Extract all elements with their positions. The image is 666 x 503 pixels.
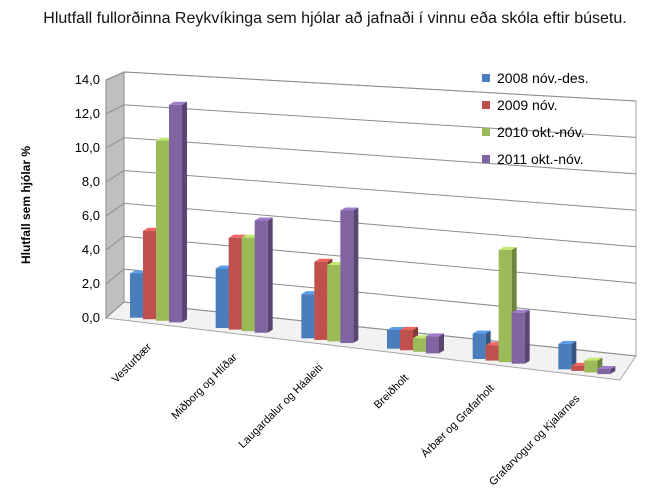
x-tick-label: Árbær og Grafarholt bbox=[418, 382, 496, 460]
legend-swatch bbox=[482, 73, 490, 82]
x-tick-label: Grafarvogur og Kjalarnes bbox=[487, 393, 583, 489]
legend-label: 2008 nóv.-des. bbox=[497, 69, 589, 86]
gridline bbox=[123, 170, 637, 211]
gridline bbox=[123, 235, 637, 284]
legend-item: 2008 nóv.-des. bbox=[482, 64, 632, 91]
gridline-side bbox=[105, 235, 125, 251]
gridline-side bbox=[105, 104, 125, 115]
gridline-side bbox=[105, 203, 125, 217]
gridline bbox=[123, 71, 637, 102]
y-tick-label: 14,0 bbox=[75, 72, 100, 87]
y-tick-label: 12,0 bbox=[75, 106, 100, 121]
gridline bbox=[123, 301, 637, 357]
gridline bbox=[123, 137, 637, 175]
legend-item: 2009 nóv. bbox=[482, 91, 632, 118]
bar bbox=[597, 365, 616, 375]
y-tick-label: 6,0 bbox=[82, 208, 100, 223]
legend-item: 2011 okt.-nóv. bbox=[482, 145, 632, 172]
x-tick-label: Laugardalur og Háaleiti bbox=[237, 362, 326, 451]
legend-label: 2011 okt.-nóv. bbox=[497, 150, 584, 167]
bar bbox=[511, 309, 530, 364]
gridline bbox=[123, 104, 637, 138]
legend-item: 2010 okt.-nóv. bbox=[482, 118, 632, 145]
chart-title: Hlutfall fullorðinna Reykvíkinga sem hjó… bbox=[43, 10, 627, 27]
legend-label: 2009 nóv. bbox=[497, 96, 558, 113]
bar bbox=[169, 101, 187, 323]
y-tick-label: 10,0 bbox=[75, 140, 100, 155]
gridline bbox=[123, 268, 637, 321]
gridline-side bbox=[105, 71, 125, 81]
bar bbox=[340, 207, 359, 344]
bar bbox=[426, 333, 444, 354]
y-tick-label: 4,0 bbox=[82, 242, 100, 257]
gridline bbox=[123, 202, 637, 248]
bar bbox=[558, 340, 577, 370]
legend: 2008 nóv.-des. 2009 nóv. 2010 okt.-nóv. 201… bbox=[482, 64, 632, 172]
legend-swatch bbox=[482, 100, 490, 109]
legend-swatch bbox=[482, 154, 490, 163]
x-tick-label: Miðborg og Hlíðar bbox=[169, 351, 240, 422]
gridline-side bbox=[105, 301, 125, 319]
x-tick-label: Vesturbær bbox=[110, 341, 155, 386]
legend-label: 2010 okt.-nóv. bbox=[497, 123, 585, 140]
gridline-side bbox=[105, 170, 125, 183]
bar bbox=[254, 217, 273, 333]
y-tick-label: 2,0 bbox=[82, 276, 100, 291]
x-tick-label: Breiðholt bbox=[372, 372, 411, 411]
y-tick-label: 0,0 bbox=[82, 310, 100, 325]
gridline-side bbox=[105, 268, 125, 285]
y-tick-label: 8,0 bbox=[82, 174, 100, 189]
gridline-side bbox=[105, 137, 125, 149]
legend-swatch bbox=[482, 127, 490, 136]
